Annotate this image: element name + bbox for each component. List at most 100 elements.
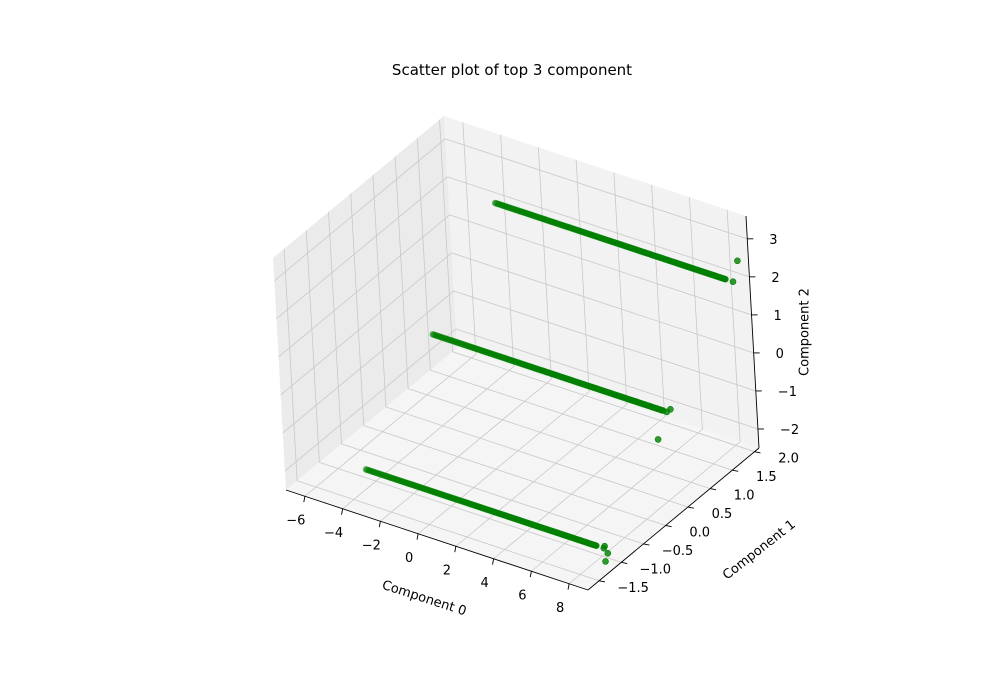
grid-line-y-floor	[319, 461, 622, 563]
y-axis-line	[587, 447, 760, 591]
grid-line-x-back	[688, 197, 703, 430]
z-axis-label: Component 2	[798, 288, 813, 376]
x-tick	[341, 508, 344, 515]
grid-line-x-floor	[455, 403, 628, 547]
grid-line-y-floor	[408, 388, 711, 489]
grid-line-x-floor	[380, 378, 552, 522]
grid-line-x-back	[500, 134, 515, 367]
grid-line-x-floor	[417, 391, 590, 535]
y-tick	[665, 525, 672, 528]
y-tick-label: 1.5	[756, 470, 777, 485]
x-tick-label: 0	[405, 551, 413, 566]
grid-line-x-floor	[342, 366, 514, 510]
y-tick	[732, 469, 739, 472]
grid-line-y-floor	[385, 406, 689, 508]
grid-line-z-back	[451, 252, 754, 354]
x-tick	[416, 533, 419, 540]
outlier-point	[601, 542, 608, 550]
y-tick	[599, 580, 606, 583]
z-tick-label: 3	[769, 233, 777, 248]
z-axis-line	[745, 215, 760, 449]
grid-line-y-floor	[363, 425, 666, 526]
y-tick-label: −1.5	[617, 581, 649, 596]
z-tick-label: 2	[771, 271, 779, 286]
grid-line-z-side	[280, 252, 452, 396]
floor-pane	[286, 348, 759, 590]
tick-marks	[303, 238, 764, 590]
grid-line-y-floor	[341, 443, 644, 545]
x-tick-label: −6	[286, 513, 305, 528]
z-tick-label: 0	[776, 347, 784, 362]
grid-line-y-side	[328, 211, 342, 444]
x-tick-label: 8	[556, 601, 564, 616]
grid-line-z-side	[276, 176, 448, 320]
x-tick-label: 4	[480, 576, 488, 591]
x-axis-line	[285, 489, 589, 591]
grid-line-x-floor	[493, 416, 665, 560]
chart-title: Scatter plot of top 3 component	[392, 61, 632, 79]
y-tick	[754, 451, 761, 454]
grid-line-y-side	[305, 230, 320, 463]
y-axis-label: Component 1	[720, 517, 798, 583]
outlier-point	[654, 436, 662, 443]
z-tick-label: −2	[780, 423, 799, 438]
outlier-point	[734, 257, 741, 265]
y-tick	[710, 488, 717, 491]
x-tick	[454, 546, 457, 553]
grid-line-z-back	[447, 176, 750, 278]
y-tick-label: −1.0	[640, 562, 672, 577]
grid-line-x-floor	[568, 441, 741, 585]
y-tick-label: 0.5	[712, 507, 733, 522]
grid-line-x-back	[537, 147, 552, 380]
x-tick	[303, 496, 306, 503]
y-tick-label: 2.0	[778, 452, 799, 467]
outlier-point	[602, 558, 609, 565]
grid-line-y-floor	[296, 480, 600, 582]
x-tick	[492, 558, 495, 565]
grid-line-x-back	[462, 122, 477, 355]
x-tick-label: 2	[443, 563, 451, 578]
z-tick-label: 1	[774, 309, 782, 324]
x-tick	[529, 571, 532, 578]
grid-line-x-back	[613, 172, 628, 405]
x-tick-label: −4	[324, 526, 343, 541]
axis-edges	[285, 215, 760, 591]
grid-line-z-side	[282, 290, 455, 434]
data-point	[722, 275, 729, 283]
y-tick	[687, 506, 694, 509]
grid-line-z-back	[453, 290, 756, 392]
grid-lines	[274, 119, 759, 585]
tick-labels: −6 −4 −2 0 2 4 6 8 −1.5 −1.0 −0.5 0.00.51.01.52.0 −2…	[286, 233, 799, 616]
grid-line-x-back	[575, 159, 590, 392]
data-points	[362, 199, 741, 565]
y-tick	[621, 561, 628, 564]
y-tick-label: 0.0	[689, 525, 710, 540]
grid-line-z-back	[445, 138, 748, 240]
y-tick-label: −0.5	[662, 544, 694, 559]
grid-line-z-back	[455, 328, 759, 430]
grid-line-x-floor	[304, 353, 477, 497]
grid-line-y-side	[394, 156, 409, 389]
x-tick	[378, 521, 381, 528]
y-tick	[643, 543, 650, 546]
grid-line-z-side	[274, 138, 446, 282]
grid-line-y-side	[439, 119, 453, 352]
data-point	[592, 542, 600, 550]
grid-line-y-side	[416, 138, 431, 371]
grid-line-x-floor	[531, 428, 703, 572]
grid-line-y-side	[283, 248, 298, 481]
grid-line-z-back	[449, 214, 752, 316]
outlier-point	[667, 405, 674, 413]
grid-line-y-floor	[452, 351, 755, 453]
grid-line-z-side	[278, 214, 450, 358]
side-pane	[273, 116, 457, 490]
y-tick-label: 1.0	[734, 489, 755, 504]
x-tick-label: −2	[362, 538, 381, 553]
outlier-point	[604, 549, 612, 557]
grid-line-y-side	[350, 193, 365, 426]
x-tick	[567, 583, 570, 590]
grid-line-y-side	[372, 174, 387, 408]
grid-line-y-floor	[430, 369, 733, 471]
